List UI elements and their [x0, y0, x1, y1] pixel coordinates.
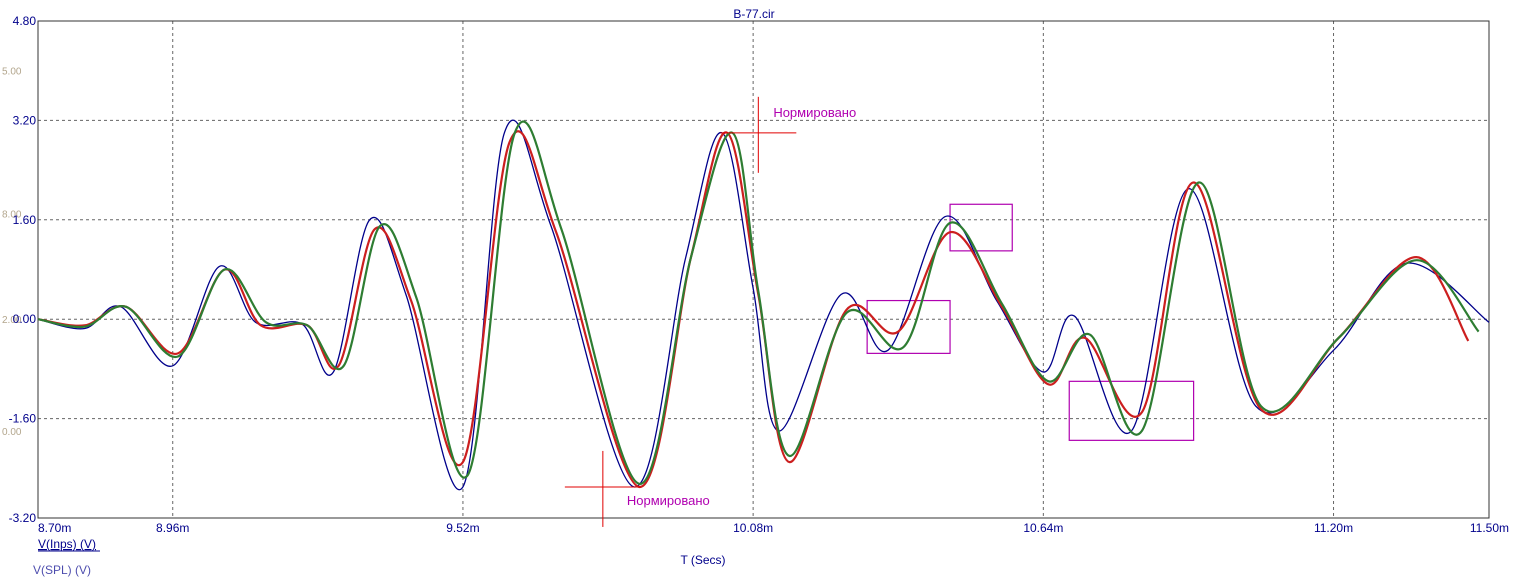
x-tick-label: 8.96m [156, 521, 189, 535]
legend-entry[interactable]: V(Inps) (V) [38, 537, 96, 551]
ghost-label: 0.00 [2, 427, 22, 438]
highlight-box [949, 203, 1013, 252]
grid [38, 21, 1489, 518]
ghost-label: 8.00 [2, 210, 22, 221]
legend-entry[interactable]: V(SPL) (V) [33, 563, 91, 577]
y-tick-label: 4.80 [13, 14, 37, 28]
annotations: Нормировано Нормировано [564, 96, 856, 527]
x-tick-label: 11.50m [1470, 521, 1509, 535]
annotation-label: Нормировано [627, 493, 710, 508]
ghost-axis-labels: 5.00 8.00 2.00 0.00 [2, 67, 22, 438]
y-axis-ticks: 4.80 3.20 1.60 0.00 -1.60 -3.20 [9, 14, 37, 525]
x-tick-label: 9.52m [446, 521, 479, 535]
y-tick-label: 3.20 [13, 113, 37, 127]
y-tick-label: 1.60 [13, 213, 37, 227]
y-tick-label: -3.20 [9, 511, 37, 525]
x-tick-label: 10.08m [733, 521, 773, 535]
x-tick-label: 11.20m [1314, 521, 1353, 535]
series-line [37, 120, 1480, 485]
legend[interactable]: V(Inps) (V) V(SPL) (V) [33, 537, 100, 577]
x-tick-label: 10.64m [1023, 521, 1063, 535]
annotation-label: Нормировано [773, 105, 856, 120]
highlight-box [1068, 380, 1195, 441]
y-tick-label: -1.60 [9, 412, 37, 426]
ghost-label: 5.00 [2, 67, 22, 78]
ghost-label: 2.00 [2, 315, 22, 326]
plot-border [37, 20, 1490, 519]
x-tick-label: 8.70m [38, 521, 71, 535]
x-axis-ticks: 8.70m 8.96m 9.52m 10.08m 10.64m 11.20m 11.50m [38, 521, 1509, 535]
series [37, 119, 1490, 491]
x-axis-label: T (Secs) [680, 553, 725, 567]
plot-frame [37, 20, 1490, 519]
series-line [37, 119, 1490, 491]
highlight-box [866, 299, 951, 354]
y-tick-label: 0.00 [13, 312, 37, 326]
chart-title: B-77.cir [733, 7, 774, 21]
